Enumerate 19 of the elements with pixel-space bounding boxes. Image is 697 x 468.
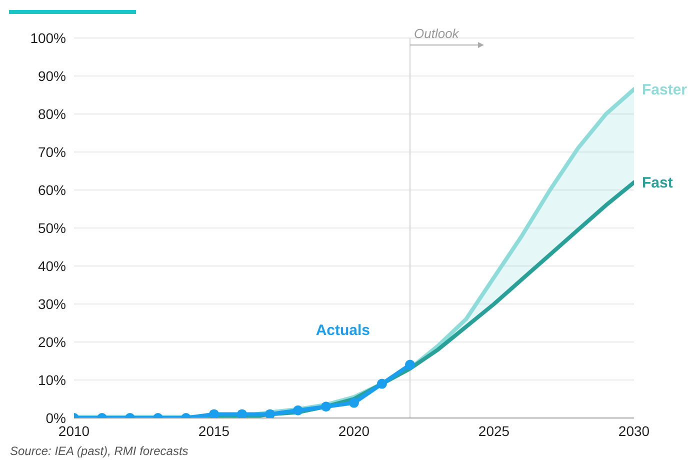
x-tick-label: 2030 xyxy=(618,422,650,439)
y-tick-label: 30% xyxy=(38,296,66,312)
y-tick-label: 10% xyxy=(38,372,66,388)
ref-line-label: Outlook xyxy=(414,26,460,41)
y-tick-label: 90% xyxy=(38,68,66,84)
text: Actuals xyxy=(316,322,370,339)
y-tick-label: 50% xyxy=(38,220,66,236)
x-tick-label: 2020 xyxy=(338,422,370,439)
x-tick-label: 2015 xyxy=(198,422,230,439)
y-tick-label: 20% xyxy=(38,334,66,350)
x-tick-label: 2025 xyxy=(478,422,510,439)
source-note: Source: IEA (past), RMI forecasts xyxy=(10,444,188,458)
y-tick-label: 60% xyxy=(38,182,66,198)
y-tick-label: 100% xyxy=(30,30,66,46)
series-label: Faster xyxy=(642,81,688,98)
y-tick-label: 70% xyxy=(38,144,66,160)
y-tick-label: 80% xyxy=(38,106,66,122)
series-label: Fast xyxy=(642,174,673,192)
y-tick-label: 40% xyxy=(38,258,66,274)
